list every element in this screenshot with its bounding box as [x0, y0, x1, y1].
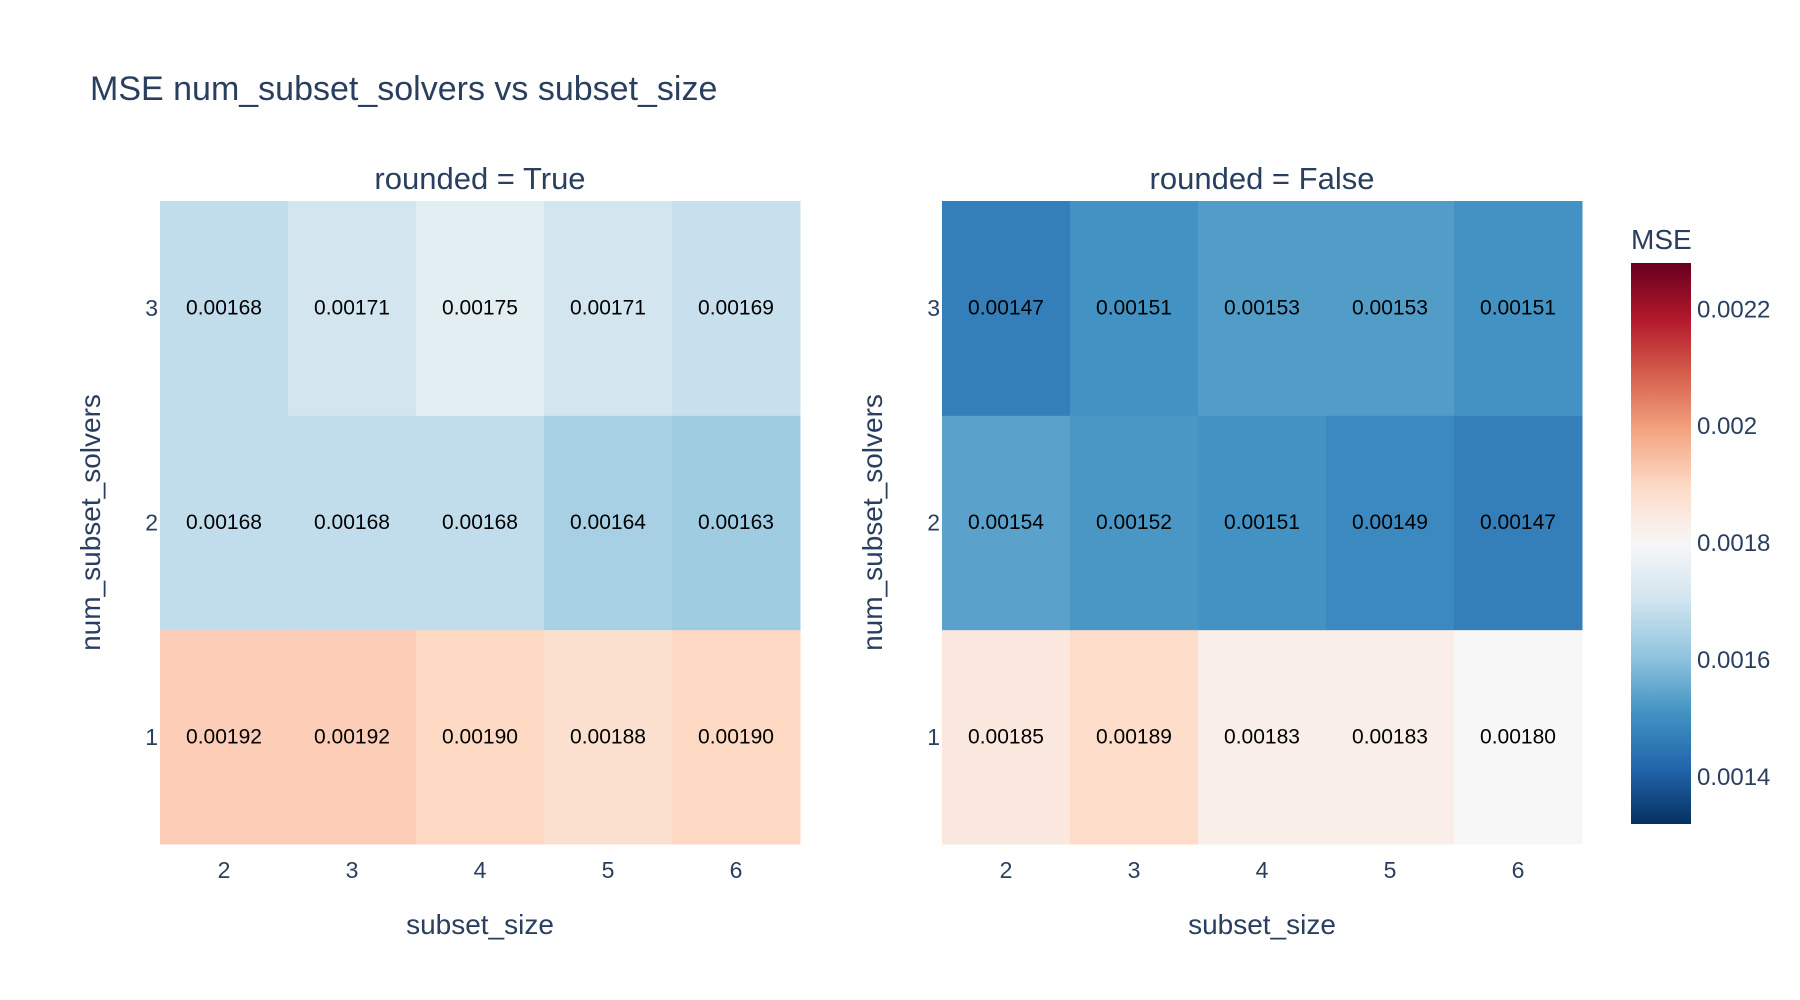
- colorbar-tick-label: 0.0022: [1697, 296, 1770, 323]
- heatmap-cell: [544, 629, 673, 845]
- cell-value-label: 0.00164: [570, 511, 646, 534]
- cell-value-label: 0.00192: [186, 725, 262, 748]
- cell-value-label: 0.00190: [442, 725, 518, 748]
- heatmap-cell: [288, 629, 417, 845]
- colorbar-title: MSE: [1631, 224, 1692, 255]
- heatmap-cell: [544, 201, 673, 416]
- cell-value-label: 0.00163: [698, 511, 774, 534]
- y-tick-label: 1: [145, 724, 158, 750]
- panel-subtitle: rounded = True: [374, 161, 585, 196]
- heatmap-cell: [672, 201, 801, 416]
- x-axis-title: subset_size: [1188, 909, 1336, 940]
- cell-value-label: 0.00154: [968, 511, 1044, 534]
- cell-value-label: 0.00153: [1224, 297, 1300, 320]
- y-axis-title: num_subset_solvers: [75, 394, 106, 651]
- heatmap-cell: [672, 415, 801, 631]
- cell-value-label: 0.00192: [314, 725, 390, 748]
- x-tick-label: 2: [218, 857, 231, 883]
- colorbar: MSE 0.0014 0.0016 0.0018 0.002 0.0022: [1631, 224, 1770, 824]
- cell-value-label: 0.00171: [314, 297, 390, 320]
- heatmap-cell: [942, 629, 1071, 845]
- heatmap-cell: [1326, 629, 1455, 845]
- x-tick-label: 5: [602, 857, 615, 883]
- cell-value-label: 0.00175: [442, 297, 518, 320]
- heatmap-cell: [1454, 629, 1583, 845]
- y-tick-label: 1: [927, 724, 940, 750]
- heatmap-cell: [416, 415, 545, 631]
- heatmap-cell: [672, 629, 801, 845]
- cell-value-label: 0.00185: [968, 725, 1044, 748]
- y-tick-label: 3: [927, 295, 940, 321]
- heatmap-cell: [416, 201, 545, 416]
- cell-value-label: 0.00152: [1096, 511, 1172, 534]
- cell-value-label: 0.00168: [186, 297, 262, 320]
- cell-value-label: 0.00151: [1480, 297, 1556, 320]
- heatmap-cell: [160, 629, 289, 845]
- heatmap-cell: [1070, 415, 1199, 631]
- panel-subtitle: rounded = False: [1150, 161, 1375, 196]
- x-tick-label: 2: [1000, 857, 1013, 883]
- cell-value-label: 0.00147: [968, 297, 1044, 320]
- heatmap-cell: [942, 415, 1071, 631]
- cell-value-label: 0.00168: [314, 511, 390, 534]
- cell-value-label: 0.00183: [1224, 725, 1300, 748]
- cell-value-label: 0.00147: [1480, 511, 1556, 534]
- heatmap-cell: [1198, 201, 1327, 416]
- heatmap-panel-1: rounded = True 0.00192 0.00192 0.00190 0.001…: [75, 161, 801, 940]
- heatmap-cell: [1454, 415, 1583, 631]
- x-tick-label: 3: [1128, 857, 1141, 883]
- cell-value-label: 0.00169: [698, 297, 774, 320]
- cell-value-label: 0.00151: [1224, 511, 1300, 534]
- cell-value-label: 0.00168: [186, 511, 262, 534]
- x-tick-label: 5: [1384, 857, 1397, 883]
- heatmap-cell: [1198, 629, 1327, 845]
- heatmap-panel-2: rounded = False 0.00185 0.00189 0.00183 0.00…: [857, 161, 1583, 940]
- heatmap-cell: [1326, 201, 1455, 416]
- x-axis-title: subset_size: [406, 909, 554, 940]
- y-tick-label: 3: [145, 295, 158, 321]
- cell-value-label: 0.00183: [1352, 725, 1428, 748]
- x-tick-label: 3: [346, 857, 359, 883]
- cell-value-label: 0.00171: [570, 297, 646, 320]
- y-axis-title: num_subset_solvers: [857, 394, 888, 651]
- x-tick-label: 6: [1512, 857, 1525, 883]
- heatmap-cell: [160, 201, 289, 416]
- colorbar-gradient: [1631, 263, 1691, 824]
- heatmap-cell: [1198, 415, 1327, 631]
- cell-value-label: 0.00151: [1096, 297, 1172, 320]
- heatmap-cell: [1454, 201, 1583, 416]
- colorbar-tick-label: 0.0014: [1697, 764, 1770, 791]
- heatmap-cell: [942, 201, 1071, 416]
- cell-value-label: 0.00189: [1096, 725, 1172, 748]
- cell-value-label: 0.00180: [1480, 725, 1556, 748]
- x-tick-label: 4: [474, 857, 487, 883]
- heatmap-cell: [288, 201, 417, 416]
- heatmap-cell: [544, 415, 673, 631]
- cell-value-label: 0.00149: [1352, 511, 1428, 534]
- x-tick-label: 4: [1256, 857, 1269, 883]
- y-tick-label: 2: [145, 510, 158, 536]
- chart-title: MSE num_subset_solvers vs subset_size: [90, 70, 717, 108]
- heatmap-cell: [1070, 629, 1199, 845]
- x-tick-label: 6: [730, 857, 743, 883]
- heatmap-cell: [1070, 201, 1199, 416]
- cell-value-label: 0.00188: [570, 725, 646, 748]
- cell-value-label: 0.00153: [1352, 297, 1428, 320]
- y-tick-label: 2: [927, 510, 940, 536]
- heatmap-cell: [416, 629, 545, 845]
- cell-value-label: 0.00190: [698, 725, 774, 748]
- colorbar-tick-label: 0.0018: [1697, 530, 1770, 557]
- heatmap-cell: [288, 415, 417, 631]
- cell-value-label: 0.00168: [442, 511, 518, 534]
- heatmap-cell: [1326, 415, 1455, 631]
- colorbar-tick-label: 0.0016: [1697, 647, 1770, 674]
- heatmap-cell: [160, 415, 289, 631]
- colorbar-tick-label: 0.002: [1697, 413, 1757, 440]
